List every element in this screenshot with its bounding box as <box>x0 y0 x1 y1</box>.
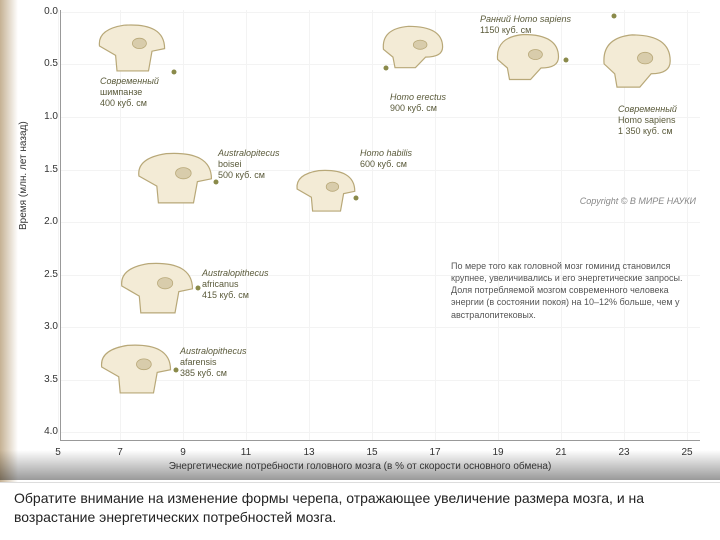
y-tick: 2.0 <box>38 216 58 227</box>
data-point-modern_sapiens <box>612 14 617 19</box>
x-axis-line <box>60 440 700 441</box>
x-tick: 25 <box>677 447 697 458</box>
skull-modern_sapiens <box>598 32 674 90</box>
x-tick: 21 <box>551 447 571 458</box>
skull-early_sapiens <box>492 32 562 82</box>
y-tick: 3.0 <box>38 321 58 332</box>
skull-chimp <box>96 20 166 72</box>
skull-erectus <box>378 24 446 70</box>
x-tick: 23 <box>614 447 634 458</box>
label-erectus: Homo erectus900 куб. см <box>390 92 446 114</box>
label-early_sapiens: Ранний Homo sapiens1150 куб. см <box>480 14 571 36</box>
y-axis-label: Время (млн. лет назад) <box>18 121 29 230</box>
y-tick: 2.5 <box>38 269 58 280</box>
data-point-erectus <box>384 66 389 71</box>
label-chimp: Современныйшимпанзе400 куб. см <box>100 76 159 108</box>
skull-afarensis <box>98 340 172 394</box>
label-habilis: Homo habilis600 куб. см <box>360 148 412 170</box>
label-africanus: Australopithecusafricanus415 куб. см <box>202 268 269 300</box>
copyright-text: Copyright © В МИРЕ НАУКИ <box>580 196 696 206</box>
x-tick: 11 <box>236 447 256 458</box>
label-afarensis: Australopithecusafarensis385 куб. см <box>180 346 247 378</box>
x-tick: 7 <box>110 447 130 458</box>
y-axis-line <box>60 10 61 440</box>
data-point-chimp <box>172 70 177 75</box>
label-boisei: Australopitecusboisei500 куб. см <box>218 148 280 180</box>
x-tick: 9 <box>173 447 193 458</box>
skull-africanus <box>118 258 194 314</box>
x-tick: 19 <box>488 447 508 458</box>
x-tick: 5 <box>48 447 68 458</box>
y-tick: 3.5 <box>38 374 58 385</box>
data-point-habilis <box>354 196 359 201</box>
x-tick: 15 <box>362 447 382 458</box>
data-point-africanus <box>196 286 201 291</box>
caption-box: Обратите внимание на изменение формы чер… <box>0 482 720 540</box>
y-tick: 4.0 <box>38 426 58 437</box>
y-tick: 0.5 <box>38 58 58 69</box>
y-tick: 1.0 <box>38 111 58 122</box>
skull-habilis <box>294 166 356 212</box>
label-modern_sapiens: СовременныйHomo sapiens1 350 куб. см <box>618 104 677 136</box>
skull-boisei <box>135 148 213 204</box>
y-tick: 0.0 <box>38 6 58 17</box>
data-point-early_sapiens <box>564 58 569 63</box>
y-tick: 1.5 <box>38 164 58 175</box>
data-point-afarensis <box>174 368 179 373</box>
paragraph-text: По мере того как головной мозг гоминид с… <box>451 260 696 321</box>
caption-text: Обратите внимание на изменение формы чер… <box>14 489 706 527</box>
x-axis-label: Энергетические потребности головного моз… <box>0 461 720 472</box>
x-tick: 17 <box>425 447 445 458</box>
x-tick: 13 <box>299 447 319 458</box>
